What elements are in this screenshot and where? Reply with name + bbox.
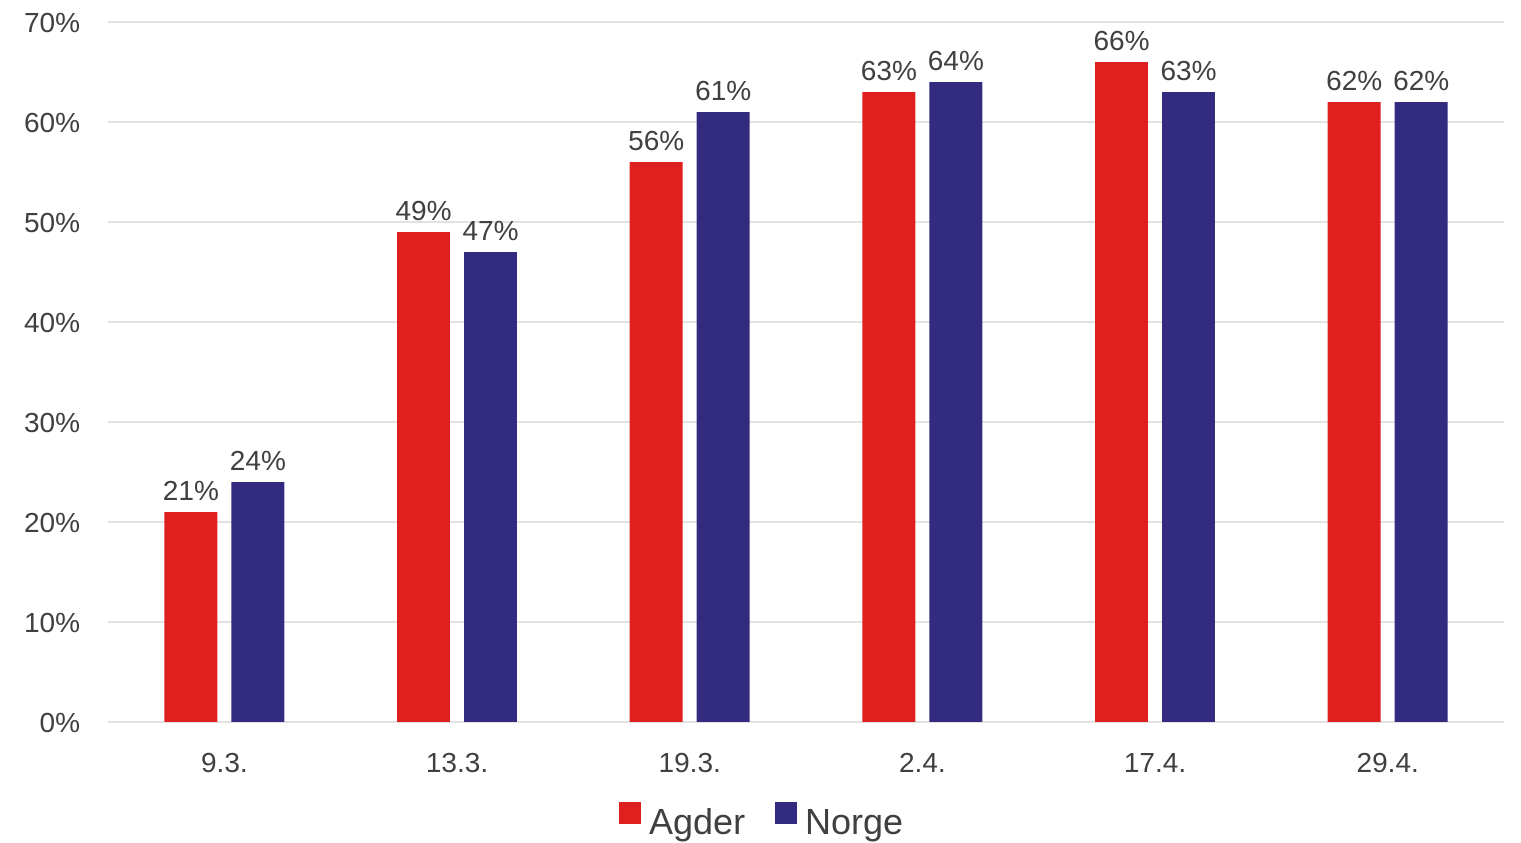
y-tick-label: 10% <box>24 607 80 638</box>
y-tick-label: 40% <box>24 307 80 338</box>
bar-norge-1 <box>464 252 517 722</box>
data-label-norge-5: 62% <box>1393 65 1449 96</box>
bar-norge-4 <box>1162 92 1215 722</box>
bars <box>164 62 1448 722</box>
x-tick-label: 29.4. <box>1357 747 1419 778</box>
y-axis: 0% 10% 20% 30% 40% 50% 60% 70% <box>24 7 80 738</box>
y-tick-label: 70% <box>24 7 80 38</box>
y-tick-label: 30% <box>24 407 80 438</box>
legend: Agder Norge <box>619 801 903 842</box>
bar-agder-2 <box>629 162 683 722</box>
x-tick-label: 9.3. <box>201 747 248 778</box>
legend-label-norge: Norge <box>805 801 903 842</box>
data-labels: 21% 24% 49% 47% 56% 61% 63% 64% 66% 63% 62% 62% <box>163 25 1449 506</box>
data-label-agder-3: 63% <box>861 55 917 86</box>
y-tick-label: 50% <box>24 207 80 238</box>
data-label-agder-4: 66% <box>1093 25 1149 56</box>
bar-agder-0 <box>164 512 218 722</box>
data-label-agder-5: 62% <box>1326 65 1382 96</box>
legend-swatch-norge <box>775 802 797 824</box>
bar-norge-5 <box>1394 102 1448 722</box>
bar-norge-2 <box>696 112 750 722</box>
bar-agder-3 <box>862 92 916 722</box>
data-label-norge-4: 63% <box>1160 55 1216 86</box>
x-axis: 9.3. 13.3. 19.3. 2.4. 17.4. 29.4. <box>201 747 1419 778</box>
x-tick-label: 19.3. <box>659 747 721 778</box>
legend-swatch-agder <box>619 802 641 824</box>
legend-label-agder: Agder <box>649 801 745 842</box>
data-label-norge-1: 47% <box>462 215 518 246</box>
bar-agder-5 <box>1327 102 1381 722</box>
bar-norge-0 <box>231 482 285 722</box>
y-tick-label: 60% <box>24 107 80 138</box>
bar-agder-1 <box>397 232 450 722</box>
x-tick-label: 13.3. <box>426 747 488 778</box>
y-tick-label: 20% <box>24 507 80 538</box>
x-tick-label: 2.4. <box>899 747 946 778</box>
data-label-agder-1: 49% <box>395 195 451 226</box>
data-label-norge-3: 64% <box>928 45 984 76</box>
bar-agder-4 <box>1095 62 1148 722</box>
data-label-agder-0: 21% <box>163 475 219 506</box>
bar-norge-3 <box>929 82 983 722</box>
gridlines <box>108 21 1504 723</box>
x-tick-label: 17.4. <box>1124 747 1186 778</box>
data-label-norge-2: 61% <box>695 75 751 106</box>
data-label-norge-0: 24% <box>230 445 286 476</box>
y-tick-label: 0% <box>40 707 80 738</box>
data-label-agder-2: 56% <box>628 125 684 156</box>
